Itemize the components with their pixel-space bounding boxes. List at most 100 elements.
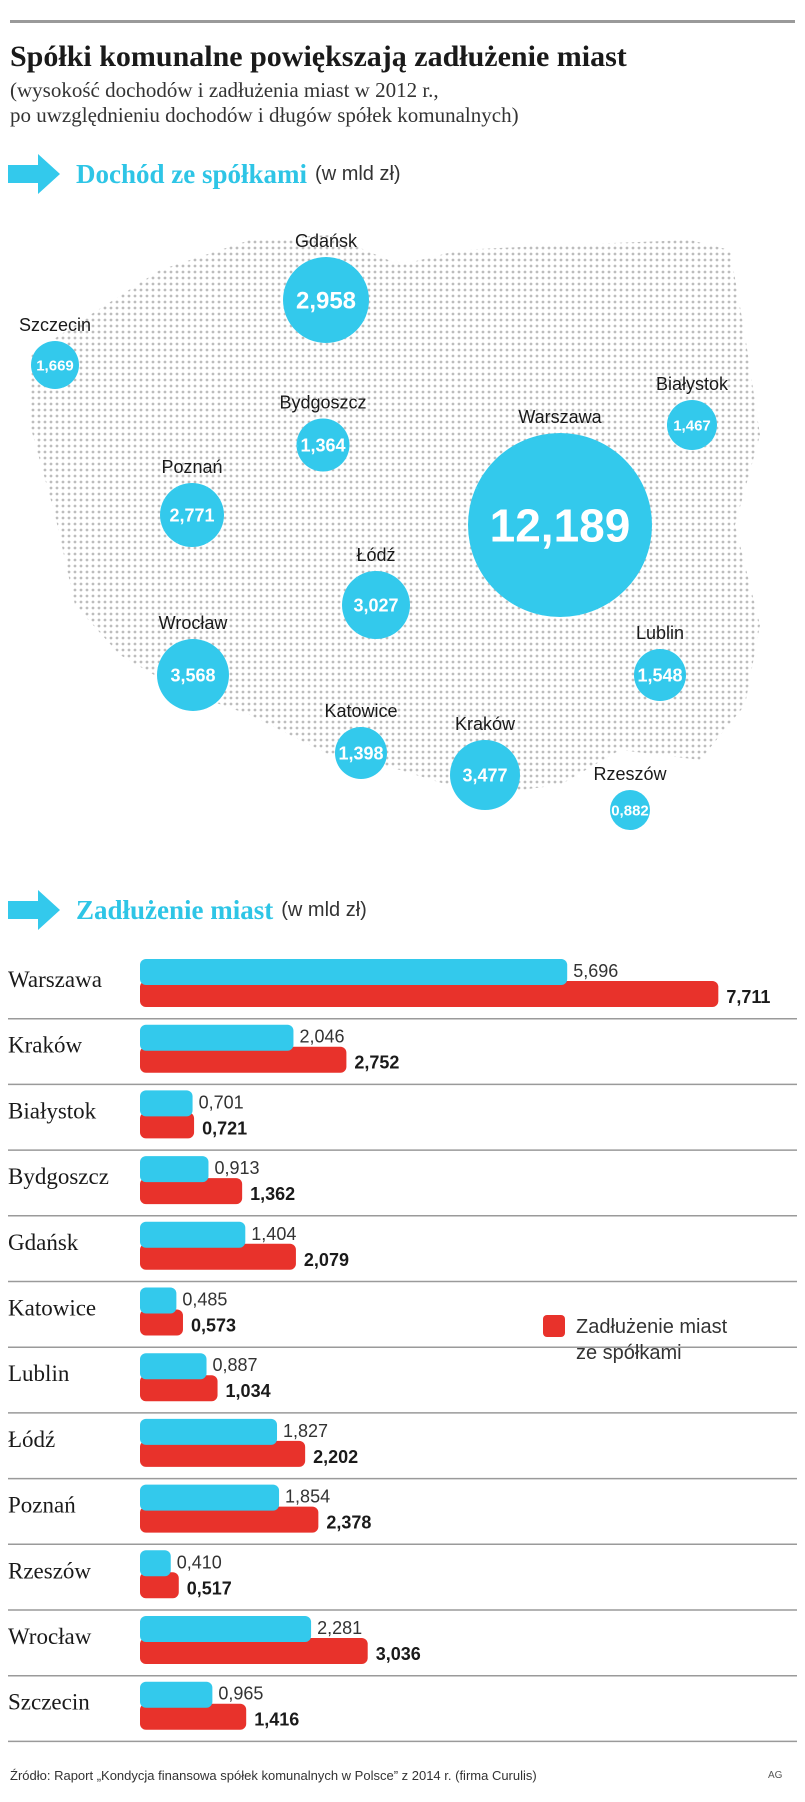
category-label: Gdańsk (8, 1230, 79, 1255)
bar-city (140, 959, 568, 985)
category-label: Białystok (8, 1098, 97, 1123)
bar-with-companies-value: 2,079 (304, 1250, 349, 1270)
income-section-unit: (w mld zł) (315, 162, 401, 185)
chart-legend: Zadłużenie miast ze spółkami (543, 1315, 728, 1364)
bar-with-companies-value: 1,034 (226, 1381, 271, 1401)
bubble-value-label: 1,669 (36, 357, 74, 374)
page-title: Spółki komunalne powiększają zadłużenie … (10, 40, 627, 73)
bar-with-companies (140, 1112, 195, 1139)
bar-city (140, 1156, 209, 1183)
bubble-city-label: Kraków (455, 714, 516, 734)
subtitle-line-2: po uwzględnieniu dochodów i długów spółe… (10, 103, 519, 127)
income-section-title: Dochód ze spółkami (76, 158, 308, 189)
bar-with-companies (140, 1638, 368, 1664)
bubble-city-label: Warszawa (518, 407, 602, 427)
debt-section-title: Zadłużenie miast (76, 894, 274, 925)
bar-city (140, 1287, 177, 1314)
category-label: Lublin (8, 1361, 70, 1386)
category-label: Kraków (8, 1033, 82, 1058)
bubble-value-label: 0,882 (611, 802, 649, 819)
bar-with-companies-value: 2,752 (354, 1053, 399, 1073)
page-subtitle: (wysokość dochodów i zadłużenia miast w … (10, 78, 795, 128)
bubble-5 (160, 483, 224, 547)
bar-city (140, 1353, 207, 1380)
bubble-value-label: 3,477 (462, 765, 507, 785)
bubble-city-label: Szczecin (19, 315, 91, 335)
bubble-city-label: Poznań (161, 457, 222, 477)
bar-city-value: 0,485 (182, 1290, 227, 1310)
top-rule (10, 20, 795, 23)
subtitle-line-1: (wysokość dochodów i zadłużenia miast w … (10, 78, 439, 102)
bubble-value-label: 1,364 (300, 435, 345, 455)
bar-with-companies-value: 0,573 (191, 1316, 236, 1336)
bar-city-value: 2,281 (317, 1618, 362, 1638)
bar-city (140, 1484, 280, 1511)
bubble-value-label: 1,548 (637, 665, 682, 685)
bubble-11 (610, 790, 650, 830)
bubble-8 (634, 649, 686, 701)
bar-with-companies (140, 1440, 306, 1467)
bar-with-companies (140, 1703, 247, 1730)
bubble-7 (157, 639, 229, 711)
legend-label-line-2: ze spółkami (576, 1342, 682, 1364)
bubble-city-label: Białystok (656, 374, 729, 394)
category-label: Bydgoszcz (8, 1164, 109, 1189)
source-note: Źródło: Raport „Kondycja finansowa spółe… (10, 1768, 537, 1783)
category-label: Wrocław (8, 1624, 92, 1649)
bubble-6 (342, 571, 410, 639)
bar-with-companies (140, 1309, 183, 1336)
income-bubble-map: 2,958 Gdańsk 1,669 Szczecin 1,364 Bydgoszcz 1,… (19, 231, 760, 830)
bar-city (140, 1550, 171, 1577)
bar-city-value: 2,046 (299, 1027, 344, 1047)
income-section-header: Dochód ze spółkami (w mld zł) (8, 152, 401, 196)
bar-with-companies-value: 7,711 (726, 987, 770, 1007)
bar-with-companies (140, 1046, 347, 1073)
bubble-10 (450, 740, 520, 810)
bubble-city-label: Łódź (356, 545, 395, 565)
category-label: Rzeszów (8, 1558, 91, 1583)
bar-city-value: 1,827 (283, 1421, 328, 1441)
legend-label-line-1: Zadłużenie miast (576, 1316, 728, 1338)
bar-with-companies (140, 981, 719, 1007)
debt-bar-chart: Warszawa 5,696 7,711 Kraków 2,046 2,752 Białys… (8, 959, 797, 1743)
bubble-value-label: 3,568 (170, 665, 215, 685)
bar-with-companies-value: 2,202 (313, 1447, 358, 1467)
bubble-city-label: Wrocław (159, 613, 229, 633)
legend-swatch (543, 1315, 565, 1337)
bar-city-value: 0,410 (177, 1552, 222, 1572)
arrow-right-icon (8, 890, 60, 930)
debt-section-unit: (w mld zł) (281, 898, 367, 921)
bar-with-companies-value: 1,362 (250, 1184, 295, 1204)
bubble-value-label: 2,958 (296, 288, 356, 315)
bar-city-value: 0,887 (213, 1355, 258, 1375)
author-credit: AG (768, 1770, 783, 1781)
bubble-2 (296, 418, 350, 472)
bubble-9 (335, 727, 387, 779)
bubble-city-label: Rzeszów (593, 764, 667, 784)
bubble-city-label: Lublin (636, 623, 684, 643)
bar-with-companies (140, 1375, 218, 1402)
category-label: Poznań (8, 1493, 76, 1518)
bar-city-value: 0,965 (218, 1684, 263, 1704)
category-label: Szczecin (8, 1690, 90, 1715)
bar-city-value: 0,913 (214, 1158, 259, 1178)
bar-with-companies-value: 3,036 (376, 1644, 421, 1664)
bar-city-value: 1,854 (285, 1487, 330, 1507)
arrow-right-icon (8, 154, 60, 194)
bar-city-value: 1,404 (251, 1224, 296, 1244)
bar-with-companies (140, 1572, 179, 1599)
bubble-value-label: 12,189 (490, 500, 631, 552)
bar-with-companies (140, 1506, 319, 1533)
bar-city (140, 1090, 193, 1117)
bar-city (140, 1616, 312, 1642)
bar-city (140, 1024, 294, 1051)
bubble-3 (667, 400, 717, 450)
bubble-4 (468, 433, 652, 617)
bar-with-companies-value: 0,517 (187, 1578, 232, 1598)
bar-with-companies-value: 2,378 (326, 1513, 371, 1533)
bubble-0 (283, 257, 369, 343)
bar-city-value: 5,696 (573, 961, 618, 981)
bar-city-value: 0,701 (199, 1092, 244, 1112)
bubble-city-label: Katowice (324, 701, 397, 721)
bubble-value-label: 1,398 (338, 743, 383, 763)
